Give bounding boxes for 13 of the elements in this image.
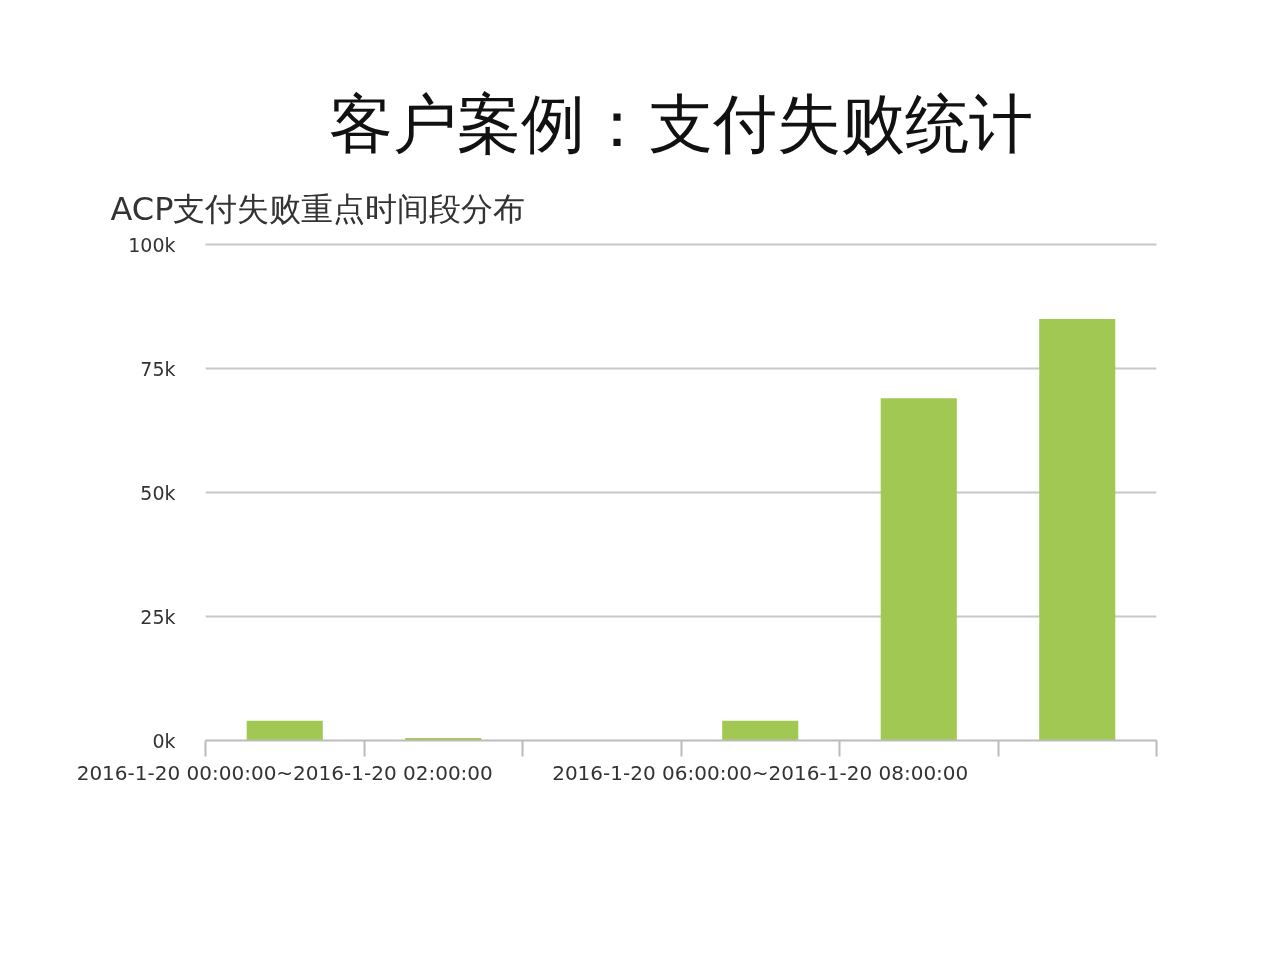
x-tick-label: 2016-1-20 00:00:00~2016-1-20 02:00:00 [76,760,493,785]
chart-title: 客户案例：支付失败统计 [329,86,1033,161]
chart-subtitle: ACP支付失败重点时间段分布 [110,189,526,228]
y-tick-label: 75k [140,357,176,380]
bar [722,720,799,741]
y-tick-label: 50k [140,481,176,504]
y-tick-label: 25k [140,605,176,628]
y-tick-label: 100k [128,233,176,256]
y-tick-label: 0k [152,729,176,752]
bar [1039,318,1116,741]
bar [246,720,323,741]
bar [880,398,957,741]
x-tick-label: 2016-1-20 06:00:00~2016-1-20 08:00:00 [552,760,969,785]
